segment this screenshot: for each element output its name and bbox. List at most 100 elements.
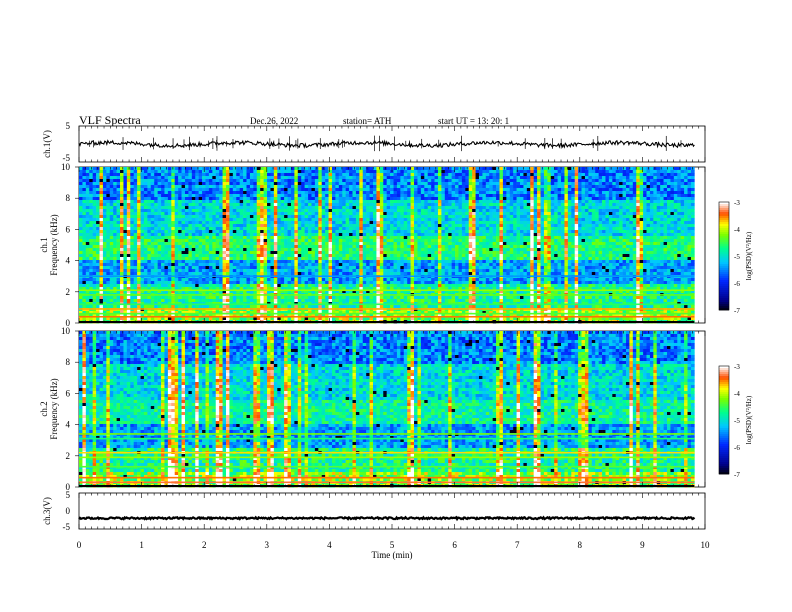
spectrogram-cell bbox=[116, 185, 121, 189]
spectrogram-cell bbox=[171, 188, 176, 192]
spectrogram-cell bbox=[639, 239, 644, 243]
spectrogram-cell bbox=[667, 203, 671, 207]
spectrogram-cell bbox=[571, 206, 576, 210]
spectrogram-cell bbox=[537, 236, 541, 240]
spectrogram-cell bbox=[632, 197, 637, 201]
spectrogram-cell bbox=[615, 203, 620, 207]
spectrogram-cell bbox=[191, 239, 196, 243]
spectrogram-cell bbox=[581, 212, 586, 216]
spectrogram-cell bbox=[502, 176, 507, 180]
spectrogram-cell bbox=[584, 167, 589, 171]
spectrogram-cell bbox=[325, 191, 329, 195]
spectrogram-cell bbox=[191, 188, 196, 192]
spectrogram-cell bbox=[167, 188, 172, 192]
spectrogram-cell bbox=[496, 242, 500, 246]
spectrogram-cell bbox=[270, 245, 275, 249]
spectrogram-cell bbox=[267, 182, 271, 186]
spectrogram-cell bbox=[561, 194, 565, 198]
spectrogram-cell bbox=[215, 230, 220, 234]
spectrogram-cell bbox=[215, 224, 220, 228]
spectrogram-cell bbox=[253, 170, 258, 174]
spectrogram-cell bbox=[639, 209, 644, 213]
spectrogram-cell bbox=[359, 221, 364, 225]
spectrogram-cell bbox=[229, 176, 234, 180]
spectrogram-cell bbox=[99, 203, 104, 207]
spectrogram-cell bbox=[321, 200, 326, 204]
spectrogram-cell bbox=[417, 194, 422, 198]
spectrogram-cell bbox=[178, 206, 182, 210]
spectrogram-cell bbox=[157, 188, 162, 192]
spectrogram-cell bbox=[516, 173, 521, 177]
spectrogram-cell bbox=[643, 176, 647, 180]
spectrogram-cell bbox=[345, 188, 350, 192]
spectrogram-cell bbox=[506, 230, 511, 234]
spectrogram-cell bbox=[376, 233, 381, 237]
spectrogram-cell bbox=[547, 218, 552, 222]
spectrogram-cell bbox=[335, 224, 340, 228]
spectrogram-cell bbox=[615, 212, 620, 216]
spectrogram-cell bbox=[164, 194, 169, 198]
spectrogram-cell bbox=[379, 209, 384, 213]
spectrogram-cell bbox=[232, 242, 237, 246]
spectrogram-cell bbox=[205, 200, 210, 204]
spectrogram-cell bbox=[506, 197, 511, 201]
spectrogram-cell bbox=[120, 227, 124, 231]
spectrogram-cell bbox=[567, 233, 572, 237]
spectrogram-cell bbox=[157, 194, 162, 198]
spectrogram-cell bbox=[130, 221, 134, 225]
spectrogram-cell bbox=[362, 176, 367, 180]
spectrogram-cell bbox=[403, 215, 408, 219]
spectrogram-cell bbox=[420, 173, 425, 177]
spectrogram-cell bbox=[400, 200, 405, 204]
spectrogram-cell bbox=[663, 194, 668, 198]
spectrogram-cell bbox=[383, 194, 387, 198]
spectrogram-cell bbox=[198, 233, 203, 237]
spectrogram-cell bbox=[437, 167, 442, 171]
spectrogram-cell bbox=[212, 212, 217, 216]
spectrogram-cell bbox=[390, 239, 394, 243]
spectrogram-cell bbox=[202, 176, 206, 180]
spectrogram-cell bbox=[321, 182, 326, 186]
spectrogram-cell bbox=[355, 242, 360, 246]
spectrogram-cell bbox=[550, 236, 555, 240]
spectrogram-cell bbox=[516, 224, 521, 228]
spectrogram-cell bbox=[478, 218, 483, 222]
spectrogram-cell bbox=[345, 233, 350, 237]
spectrogram-cell bbox=[249, 167, 254, 171]
spectrogram-cell bbox=[304, 191, 309, 195]
spectrogram-cell bbox=[349, 239, 353, 243]
spectrogram-cell bbox=[263, 194, 268, 198]
spectrogram-cell bbox=[677, 209, 681, 213]
spectrogram-cell bbox=[208, 218, 213, 222]
spectrogram-cell bbox=[540, 215, 545, 219]
spectrogram-cell bbox=[472, 209, 476, 213]
spectrogram-cell bbox=[434, 185, 439, 189]
spectrogram-cell bbox=[379, 212, 384, 216]
spectrogram-cell bbox=[85, 170, 90, 174]
spectrogram-cell bbox=[625, 239, 630, 243]
spectrogram-cell bbox=[314, 206, 319, 210]
spectrogram-cell bbox=[150, 197, 155, 201]
spectrogram-cell bbox=[485, 215, 490, 219]
spectrogram-cell bbox=[85, 242, 90, 246]
spectrogram-cell bbox=[212, 221, 217, 225]
spectrogram-cell bbox=[526, 170, 531, 174]
spectrogram-cell bbox=[239, 203, 244, 207]
spectrogram-cell bbox=[526, 230, 531, 234]
spectrogram-cell bbox=[318, 173, 323, 177]
spectrogram-cell bbox=[184, 203, 189, 207]
spectrogram-cell bbox=[229, 212, 234, 216]
spectrogram-cell bbox=[150, 206, 155, 210]
spectrogram-cell bbox=[543, 236, 548, 240]
spectrogram-cell bbox=[465, 236, 470, 240]
spectrogram-cell bbox=[137, 173, 141, 177]
spectrogram-cell bbox=[85, 236, 90, 240]
spectrogram-cell bbox=[191, 224, 196, 228]
spectrogram-cell bbox=[414, 173, 418, 177]
spectrogram-cell bbox=[133, 224, 138, 228]
spectrogram-cell bbox=[205, 191, 210, 195]
spectrogram-cell bbox=[335, 239, 340, 243]
spectrogram-cell bbox=[540, 182, 545, 186]
spectrogram-cell bbox=[157, 200, 162, 204]
spectrogram-cell bbox=[437, 242, 442, 246]
